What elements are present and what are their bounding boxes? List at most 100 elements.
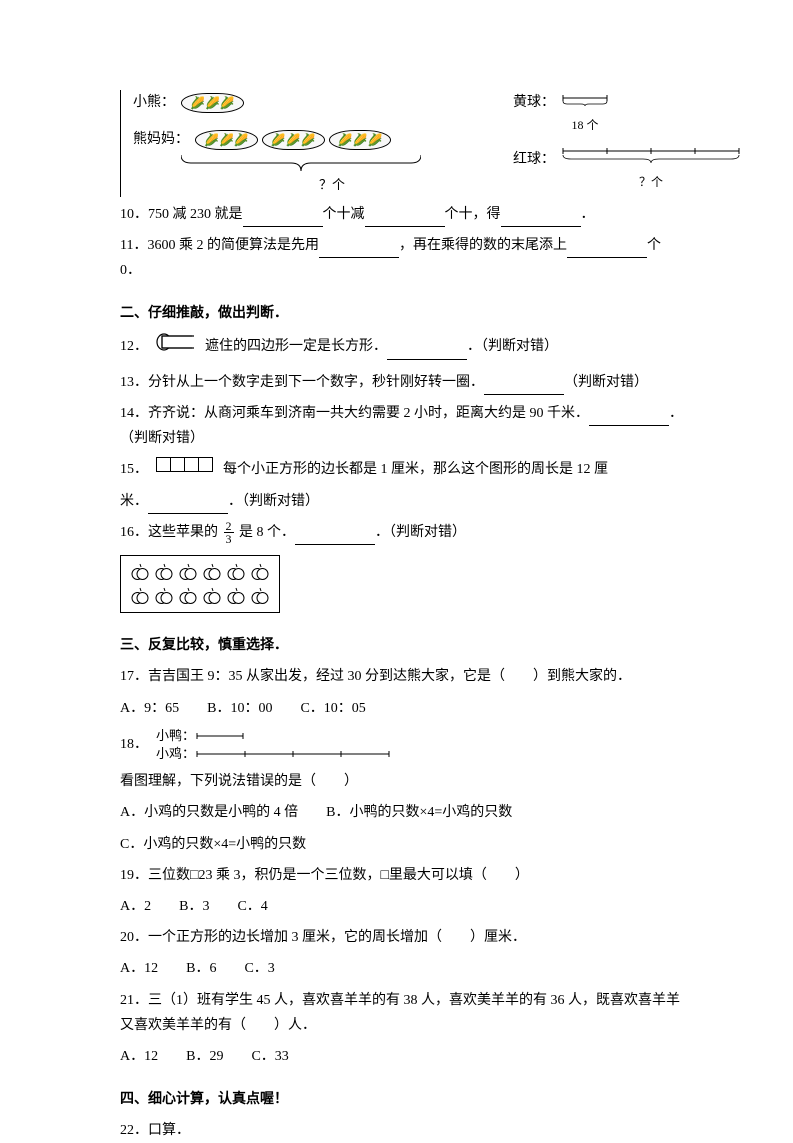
q13-text: 13．分针从上一个数字走到下一个数字，秒针刚好转一圈． [120,375,484,390]
question-20: 20．一个正方形的边长增加 3 厘米，它的周长增加（ ）厘米． [120,925,683,950]
corn-diagram: 小熊： 🌽🌽🌽 熊妈妈： 🌽🌽🌽 🌽🌽🌽 🌽🌽🌽 ？个 [133,90,483,197]
option-c[interactable]: C．3 [244,961,274,976]
apple-row [131,586,269,606]
option-b[interactable]: B．3 [179,899,209,914]
corn-oval: 🌽🌽🌽 [329,130,392,150]
option-b[interactable]: B．10：00 [207,701,272,716]
apple-icon [179,562,197,582]
ball-diagram: 黄球： 18 个 红球： [513,90,741,197]
question-19-options: A．2 B．3 C．4 [120,894,683,919]
q21-text: 21．三（1）班有学生 45 人，喜欢喜羊羊的有 38 人，喜欢美羊羊的有 36… [120,993,680,1033]
judge-label: ．（判断对错） [228,494,319,509]
blank[interactable] [295,529,375,545]
yellow-count-label: 18 个 [561,115,609,137]
question-18-options2: C．小鸡的只数×4=小鸭的只数 [120,832,683,857]
brace-question-corn: ？个 [181,155,483,196]
corn-oval: 🌽🌽🌽 [181,93,244,113]
corn-oval: 🌽🌽🌽 [195,130,258,150]
apple-icon [251,586,269,606]
q11-text: ，再在乘得的数的末尾添上 [399,238,567,253]
apple-icon [227,586,245,606]
bearmom-label: 熊妈妈： [133,127,189,152]
judge-label: （判断对错） [564,375,648,390]
fraction-2-3: 2 3 [224,520,234,545]
q11-text: 11．3600 乘 2 的简便算法是先用 [120,238,319,253]
question-21-options: A．12 B．29 C．33 [120,1044,683,1069]
blank[interactable] [589,410,669,426]
apple-icon [179,586,197,606]
option-b[interactable]: B．29 [186,1049,223,1064]
apple-icon [203,562,221,582]
apple-icon [131,586,149,606]
q15-prefix: 15． [120,462,148,477]
q20-text: 20．一个正方形的边长增加 3 厘米，它的周长增加（ ）厘米． [120,930,526,945]
option-c[interactable]: C．小鸡的只数×4=小鸭的只数 [120,837,306,852]
question-12: 12． 遮住的四边形一定是长方形．．（判断对错） [120,333,683,360]
option-c[interactable]: C．33 [251,1049,288,1064]
q12-prefix: 12． [120,338,148,353]
option-c[interactable]: C．4 [237,899,267,914]
apple-icon [251,562,269,582]
blank[interactable] [387,344,467,360]
q17-text: 17．吉吉国王 9：35 从家出发，经过 30 分到达熊大家，它是（ ）到熊大家… [120,669,631,684]
apple-icon [155,562,173,582]
red-question-label: ？个 [561,172,741,194]
blank[interactable] [243,211,323,227]
apple-icon [227,562,245,582]
four-squares-icon [156,457,216,482]
question-11: 11．3600 乘 2 的简便算法是先用，再在乘得的数的末尾添上个 0． [120,233,683,283]
q18-text: 看图理解，下列说法错误的是（ ） [120,774,358,789]
section-3-title: 三、反复比较，慎重选择． [120,633,683,658]
blank[interactable] [319,242,399,258]
question-17-options: A．9：65 B．10：00 C．10：05 [120,696,683,721]
apple-row [131,562,269,582]
judge-label: ．（判断对错） [467,338,558,353]
blank[interactable] [365,211,445,227]
corn-oval: 🌽🌽🌽 [262,130,325,150]
q18-prefix: 18． [120,732,148,757]
question-20-options: A．12 B．6 C．3 [120,956,683,981]
partial-rect-icon [156,333,198,360]
option-b[interactable]: B．6 [186,961,216,976]
question-17: 17．吉吉国王 9：35 从家出发，经过 30 分到达熊大家，它是（ ）到熊大家… [120,664,683,689]
option-a[interactable]: A．小鸡的只数是小鸭的 4 倍 [120,805,298,820]
question-10: 10．750 减 230 就是个十减个十，得． [120,202,683,227]
section-2-title: 二、仔细推敲，做出判断． [120,301,683,326]
blank[interactable] [148,498,228,514]
option-c[interactable]: C．10：05 [300,701,365,716]
red-ball-label: 红球： [513,147,555,172]
question-16: 16．这些苹果的 2 3 是 8 个．．（判断对错） [120,520,683,545]
option-a[interactable]: A．9：65 [120,701,179,716]
yellow-ball-label: 黄球： [513,90,555,115]
question-15-line2: 米． ．（判断对错） [120,489,683,514]
question-14: 14．齐齐说：从商河乘车到济南一共大约需要 2 小时，距离大约是 90 千米．．… [120,401,683,451]
option-a[interactable]: A．12 [120,1049,158,1064]
option-a[interactable]: A．2 [120,899,151,914]
blank[interactable] [484,379,564,395]
q10-text: 10．750 减 230 就是 [120,207,243,222]
q22-text: 22．口算． [120,1123,190,1138]
question-15: 15． 每个小正方形的边长都是 1 厘米，那么这个图形的周长是 12 厘 [120,457,683,482]
option-b[interactable]: B．小鸭的只数×4=小鸡的只数 [326,805,512,820]
question-21: 21．三（1）班有学生 45 人，喜欢喜羊羊的有 38 人，喜欢美羊羊的有 36… [120,988,683,1038]
apple-icon [155,586,173,606]
question-22: 22．口算． [120,1118,683,1143]
apple-icon [203,586,221,606]
blank[interactable] [501,211,581,227]
fraction-denominator: 3 [224,533,234,545]
q16-text: 是 8 个． [239,525,295,540]
q10-text: ． [581,207,595,222]
apple-icon [131,562,149,582]
blank[interactable] [567,242,647,258]
q19-text: 19．三位数□23 乘 3，积仍是一个三位数，□里最大可以填（ ） [120,868,529,883]
question-13: 13．分针从上一个数字走到下一个数字，秒针刚好转一圈． （判断对错） [120,370,683,395]
question-18-options: A．小鸡的只数是小鸭的 4 倍 B．小鸭的只数×4=小鸡的只数 [120,800,683,825]
question-19: 19．三位数□23 乘 3，积仍是一个三位数，□里最大可以填（ ） [120,863,683,888]
q14-text: 14．齐齐说：从商河乘车到济南一共大约需要 2 小时，距离大约是 90 千米． [120,406,589,421]
judge-label: ．（判断对错） [375,525,466,540]
q15-text2: 米． [120,494,148,509]
duck-label: 小鸭： [156,727,195,745]
q18-diagram: 小鸭： 小鸡： [156,727,391,763]
question-18-text: 看图理解，下列说法错误的是（ ） [120,769,683,794]
option-a[interactable]: A．12 [120,961,158,976]
